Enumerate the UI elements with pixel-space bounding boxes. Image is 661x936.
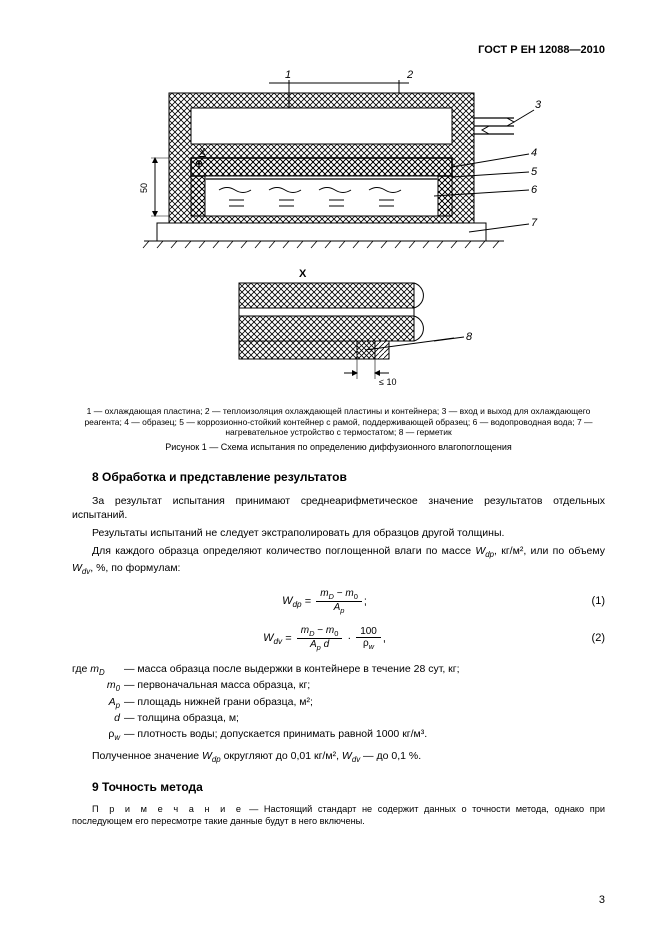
where-block: где mD — масса образца после выдержки в … <box>72 662 605 743</box>
leader-2: 2 <box>406 69 413 81</box>
dim-50: 50 <box>139 183 149 193</box>
leader-8: 8 <box>466 331 473 343</box>
dim-le10: ≤ 10 <box>379 377 396 387</box>
figure-svg: 1 2 3 4 5 6 7 X <box>99 68 579 398</box>
leader-7: 7 <box>531 217 538 229</box>
leader-1: 1 <box>285 69 291 81</box>
note: П р и м е ч а н и е — Настоящий стандарт… <box>72 804 605 828</box>
figure-legend: 1 — охлаждающая пластина; 2 — теплоизоля… <box>72 406 605 438</box>
para-3: Для каждого образца определяют количеств… <box>72 544 605 577</box>
detail-label-x: X <box>299 268 307 280</box>
note-label: П р и м е ч а н и е <box>92 804 244 814</box>
figure-title: Рисунок 1 — Схема испытания по определен… <box>72 442 605 452</box>
leader-5: 5 <box>531 166 538 178</box>
formula-1: Wdp = mD − m0 Ap ; (1) <box>72 588 605 615</box>
eq-num-2: (2) <box>577 632 605 644</box>
figure-1: 1 2 3 4 5 6 7 X <box>72 68 605 398</box>
leader-4: 4 <box>531 147 537 159</box>
para-2: Результаты испытаний не следует экстрапо… <box>72 526 605 540</box>
formula-2: Wdv = mD − m0 Ap d · 100 ρw , (2) <box>72 625 605 652</box>
page-number: 3 <box>599 894 605 906</box>
para-4: Полученное значение Wdp округляют до 0,0… <box>72 749 605 766</box>
eq-num-1: (1) <box>577 595 605 607</box>
section-9-title: 9 Точность метода <box>92 780 605 794</box>
leader-6: 6 <box>531 184 538 196</box>
section-mark-top: X <box>199 147 206 158</box>
page: ГОСТ Р ЕН 12088—2010 <box>0 0 661 936</box>
document-header: ГОСТ Р ЕН 12088—2010 <box>72 44 605 56</box>
para-1: За результат испытания принимают среднеа… <box>72 494 605 522</box>
leader-3: 3 <box>535 99 542 111</box>
section-8-title: 8 Обработка и представление результатов <box>92 470 605 484</box>
